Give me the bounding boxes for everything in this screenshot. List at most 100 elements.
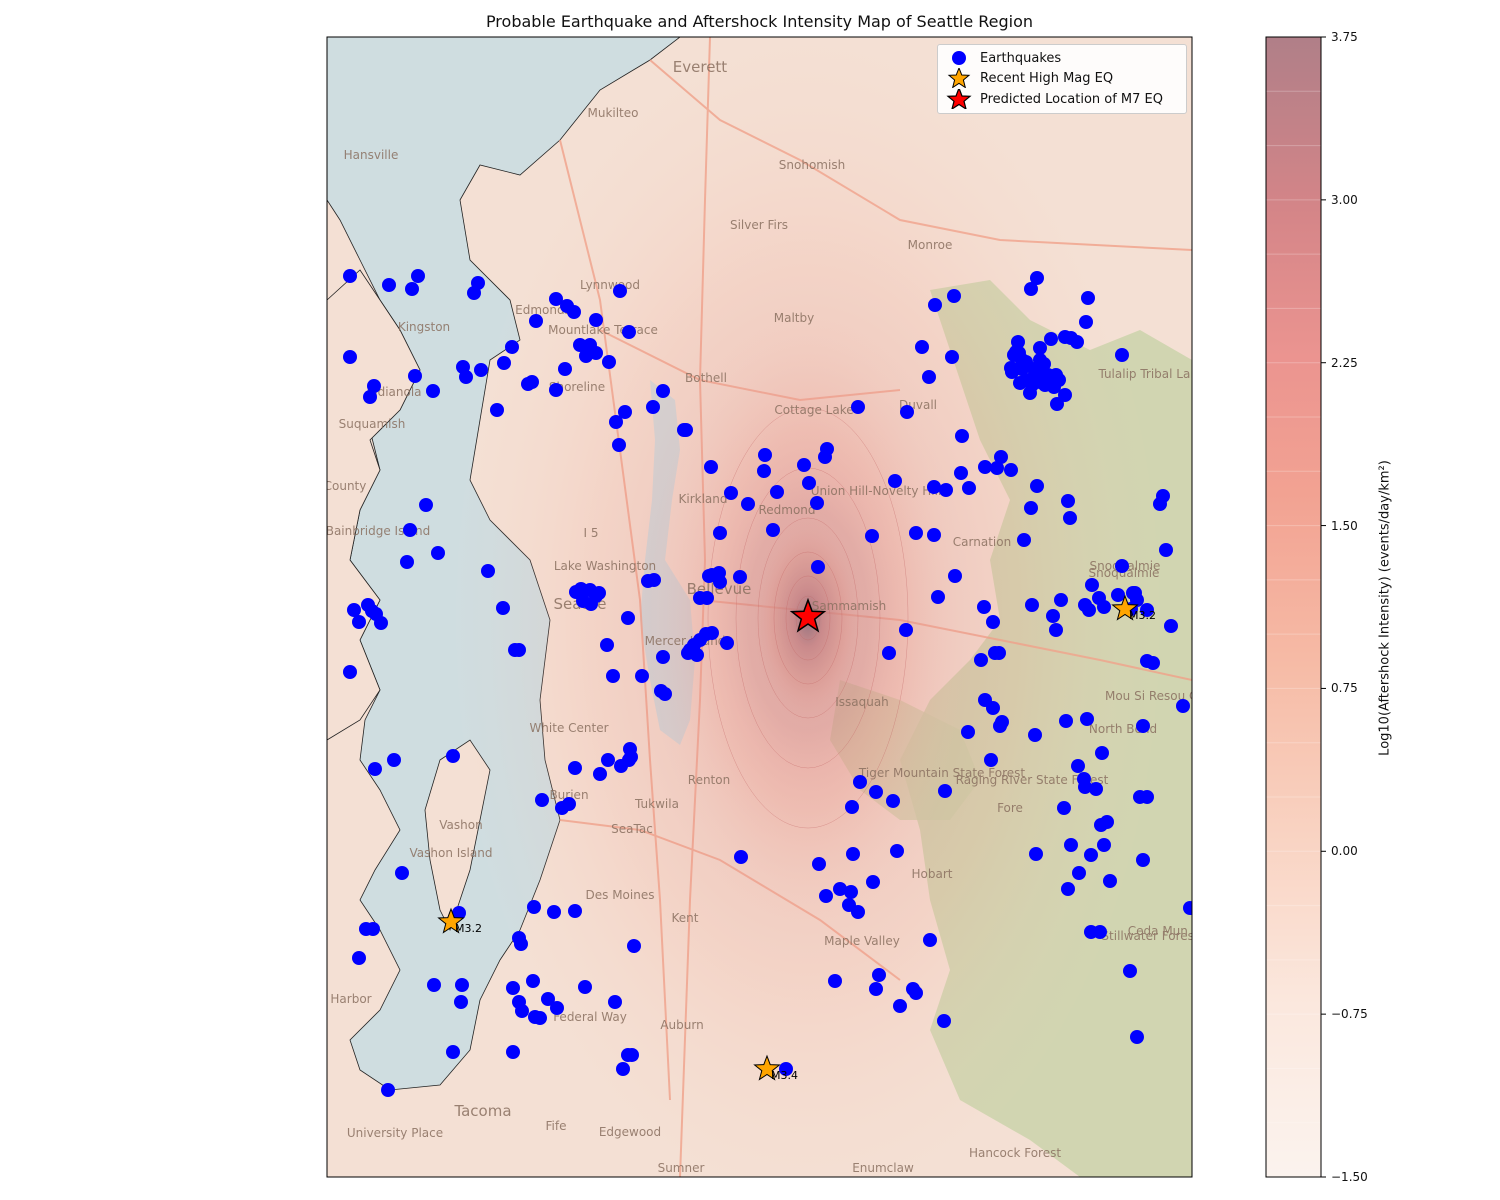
earthquake-point (1079, 315, 1093, 329)
earthquake-point (1093, 925, 1107, 939)
colorbar-tick-label: 0.00 (1331, 844, 1358, 859)
earthquake-point (844, 885, 858, 899)
earthquake-point (363, 390, 377, 404)
earthquake-point (853, 775, 867, 789)
earthquake-point (1115, 559, 1129, 573)
place-label: Edgewood (599, 1125, 661, 1139)
earthquake-point (1037, 357, 1051, 371)
earthquake-point (1064, 331, 1078, 345)
earthquake-point (1061, 882, 1075, 896)
earthquake-point (400, 555, 414, 569)
earthquake-point (426, 384, 440, 398)
colorbar-tick-label: −0.75 (1331, 1007, 1368, 1022)
earthquake-point (589, 589, 603, 603)
earthquake-point (459, 370, 473, 384)
earthquake-point (624, 750, 638, 764)
place-label: Bothell (685, 371, 727, 385)
earthquake-point (899, 623, 913, 637)
earthquake-point (1123, 964, 1137, 978)
earthquake-point (1136, 853, 1150, 867)
earthquake-point (927, 528, 941, 542)
earthquake-point (886, 794, 900, 808)
earthquake-point (1126, 586, 1140, 600)
earthquake-point (382, 278, 396, 292)
recent-high-mag-eq (1111, 594, 1139, 621)
earthquake-point (1049, 623, 1063, 637)
earthquake-point (890, 844, 904, 858)
earthquake-point (833, 882, 847, 896)
earthquake-point (1078, 598, 1092, 612)
place-label: Lynnwood (580, 278, 640, 292)
recent-high-mag-eq (753, 1054, 781, 1081)
earthquake-point (1028, 728, 1042, 742)
earthquake-point (343, 665, 357, 679)
earthquake-point (471, 276, 485, 290)
place-label: Snoqualmie (1089, 566, 1160, 580)
earthquake-point (568, 904, 582, 918)
earthquake-point (1176, 699, 1190, 713)
earthquake-point (352, 951, 366, 965)
earthquake-point (947, 289, 961, 303)
place-label: Lake Washington (554, 559, 656, 573)
earthquake-point (427, 978, 441, 992)
intensity-contours (707, 407, 909, 829)
earthquake-point (978, 460, 992, 474)
earthquake-point (679, 423, 693, 437)
earthquake-point (1059, 714, 1073, 728)
earthquake-point (990, 461, 1004, 475)
earthquake-point (411, 269, 425, 283)
earthquake-point (939, 483, 953, 497)
earthquake-point (705, 626, 719, 640)
earthquake-point (578, 980, 592, 994)
earthquake-point (915, 340, 929, 354)
place-label: Raging River State Forest (956, 773, 1109, 787)
place-label: Tiger Mountain State Forest (858, 766, 1025, 780)
earthquake-point (937, 1014, 951, 1028)
earthquake-point (851, 905, 865, 919)
earthquake-point (446, 749, 460, 763)
earthquake-point (455, 978, 469, 992)
place-label: Kent (672, 911, 699, 925)
place-label: Hobart (912, 867, 953, 881)
earthquake-point (343, 350, 357, 364)
place-label: Vashon (439, 818, 482, 832)
earthquake-point (533, 1011, 547, 1025)
earthquake-point (1054, 593, 1068, 607)
earthquake-point (1164, 619, 1178, 633)
colorbar-tick-marks (1321, 36, 1326, 1178)
place-label: Mountlake Terrace (548, 323, 658, 337)
place-label: Everett (673, 58, 728, 76)
earthquake-point (352, 615, 366, 629)
earthquake-point (1078, 780, 1092, 794)
earthquake-point (635, 669, 649, 683)
place-label: Renton (688, 773, 730, 787)
earthquake-point (810, 496, 824, 510)
earthquake-point (608, 995, 622, 1009)
colorbar-tick-label: 2.25 (1331, 355, 1358, 370)
legend-item-predicted-m7: Predicted Location of M7 EQ (944, 89, 1163, 109)
earthquake-point (1004, 361, 1018, 375)
place-label: Hansville (344, 148, 399, 162)
earthquake-point (646, 400, 660, 414)
place-labels: Everett Mukilteo Hansville Snohomish Silver … (327, 58, 1192, 1175)
earthquake-point (481, 564, 495, 578)
earthquake-point (1011, 335, 1025, 349)
earthquake-point (986, 615, 1000, 629)
earthquake-point (573, 338, 587, 352)
earthquake-point (1156, 489, 1170, 503)
legend-label-recent-high-mag: Recent High Mag EQ (980, 70, 1114, 86)
earthquake-point (741, 497, 755, 511)
earthquake-point (770, 485, 784, 499)
kitsap-land (327, 269, 421, 741)
place-label: University Place (347, 1126, 443, 1140)
colorbar-tick-label: 0.75 (1331, 681, 1358, 696)
earthquake-point (1072, 866, 1086, 880)
earthquake-point (866, 875, 880, 889)
earthquake-point (977, 600, 991, 614)
map-base (327, 37, 1192, 1177)
earthquake-point (1097, 838, 1111, 852)
earthquake-point (1136, 719, 1150, 733)
colorbar-tick-label: 1.50 (1331, 518, 1358, 533)
earthquake-point (343, 269, 357, 283)
earthquake-point (1103, 874, 1117, 888)
